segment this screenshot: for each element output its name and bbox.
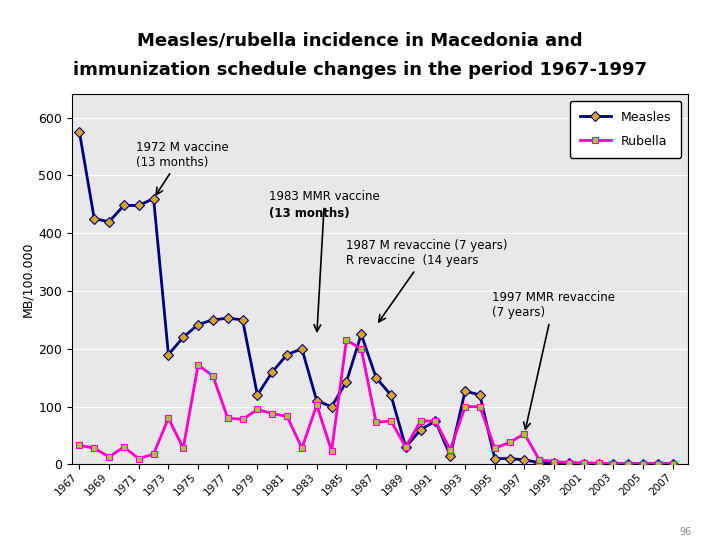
Rubella — [580, 460, 588, 466]
Rubella — [312, 402, 321, 408]
Text: 1983 MMR vaccine: 1983 MMR vaccine — [269, 190, 380, 332]
Measles — [520, 456, 528, 463]
Measles — [535, 460, 544, 466]
Rubella — [135, 455, 143, 462]
Rubella — [372, 419, 380, 426]
Measles — [654, 461, 662, 467]
Measles — [461, 388, 469, 394]
Measles — [149, 195, 158, 202]
Rubella — [654, 461, 662, 467]
Rubella — [194, 362, 202, 368]
Measles — [223, 315, 232, 321]
Text: 1972 M vaccine
(13 months): 1972 M vaccine (13 months) — [136, 141, 228, 194]
Rubella — [402, 444, 410, 450]
Rubella — [164, 415, 173, 421]
Rubella — [668, 461, 677, 467]
Measles — [387, 392, 395, 399]
Rubella — [446, 447, 454, 453]
Rubella — [490, 445, 499, 451]
Measles — [446, 453, 454, 459]
Measles — [328, 403, 336, 410]
Measles — [431, 418, 440, 424]
Measles — [90, 215, 99, 222]
Rubella — [505, 439, 514, 446]
Measles — [105, 218, 114, 225]
Measles — [668, 461, 677, 467]
Rubella — [639, 461, 647, 467]
Rubella — [357, 346, 366, 352]
Measles — [312, 397, 321, 404]
Rubella — [431, 418, 440, 424]
Rubella — [149, 451, 158, 457]
Measles — [505, 455, 514, 462]
Measles — [476, 392, 485, 399]
Rubella — [223, 415, 232, 421]
Measles — [120, 202, 128, 208]
Rubella — [609, 461, 618, 467]
Rubella — [179, 445, 188, 451]
Text: immunization schedule changes in the period 1967-1997: immunization schedule changes in the per… — [73, 61, 647, 79]
Rubella — [105, 454, 114, 460]
Measles — [639, 461, 647, 467]
Measles — [550, 460, 559, 466]
Rubella — [520, 430, 528, 437]
Measles — [402, 444, 410, 450]
Rubella — [594, 460, 603, 467]
Rubella — [297, 445, 306, 451]
Measles — [357, 331, 366, 338]
Measles — [179, 334, 188, 341]
Measles — [564, 460, 573, 467]
Measles — [416, 427, 425, 433]
Rubella — [283, 413, 292, 420]
Rubella — [342, 337, 351, 343]
Rubella — [476, 403, 485, 410]
Rubella — [461, 403, 469, 410]
Measles — [164, 352, 173, 358]
Rubella — [90, 445, 99, 451]
Measles — [490, 455, 499, 462]
Rubella — [535, 456, 544, 463]
Y-axis label: MB/100.000: MB/100.000 — [21, 242, 34, 317]
Rubella — [238, 416, 247, 423]
Text: 1997 MMR revaccine
(7 years): 1997 MMR revaccine (7 years) — [492, 291, 615, 429]
Line: Measles: Measles — [76, 129, 676, 467]
Rubella — [550, 458, 559, 465]
Measles — [194, 321, 202, 328]
Measles — [75, 129, 84, 136]
Text: (13 months): (13 months) — [269, 207, 350, 220]
Text: 96: 96 — [679, 527, 691, 537]
Legend: Measles, Rubella: Measles, Rubella — [570, 101, 681, 158]
Text: 1987 M revaccine (7 years)
R revaccine  (14 years: 1987 M revaccine (7 years) R revaccine (… — [346, 239, 508, 322]
Rubella — [564, 460, 573, 466]
Text: Measles/rubella incidence in Macedonia and: Measles/rubella incidence in Macedonia a… — [138, 31, 582, 50]
Measles — [283, 352, 292, 358]
Line: Rubella: Rubella — [76, 336, 676, 467]
Measles — [594, 461, 603, 467]
Rubella — [387, 418, 395, 424]
Measles — [342, 379, 351, 385]
Measles — [297, 346, 306, 352]
Measles — [372, 374, 380, 381]
Measles — [268, 369, 276, 375]
Measles — [253, 392, 262, 399]
Rubella — [253, 406, 262, 413]
Measles — [209, 316, 217, 323]
Rubella — [268, 410, 276, 417]
Rubella — [75, 442, 84, 449]
Measles — [624, 461, 633, 467]
Rubella — [416, 418, 425, 424]
Rubella — [328, 448, 336, 454]
Rubella — [120, 444, 128, 450]
Measles — [238, 316, 247, 323]
Measles — [580, 461, 588, 467]
Rubella — [624, 461, 633, 467]
Measles — [609, 461, 618, 467]
Rubella — [209, 373, 217, 379]
Measles — [135, 202, 143, 208]
